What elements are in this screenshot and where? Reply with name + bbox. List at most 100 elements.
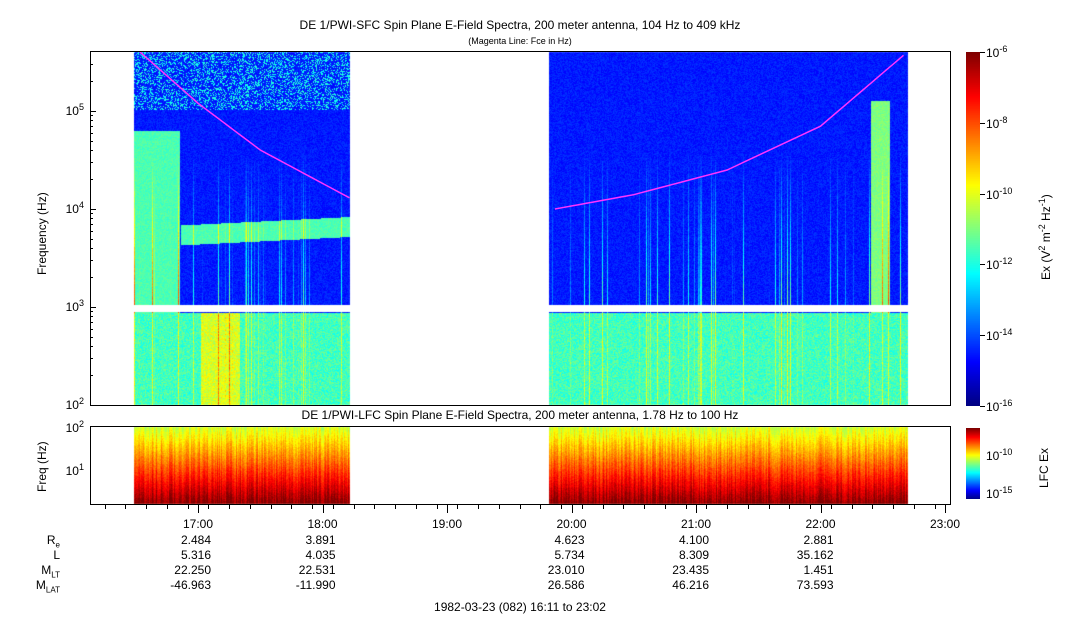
xtick-minor: [166, 505, 168, 509]
colorbar-tick: [980, 335, 985, 337]
ephemeris-value: 2.484: [180, 533, 211, 547]
sfc-minor-tick: [90, 230, 93, 232]
ephemeris-value: 23.435: [672, 563, 709, 577]
xtick-minor: [519, 505, 521, 509]
ephemeris-label: MLAT: [35, 578, 60, 595]
sfc-minor-tick: [90, 149, 93, 151]
xtick-minor: [208, 505, 210, 509]
sfc-subtitle: (Magenta Line: Fce in Hz): [468, 36, 572, 46]
sfc-ylabel: Frequency (Hz): [35, 192, 49, 275]
colorbar-tick: [980, 52, 985, 53]
ephemeris-value: 22.531: [298, 563, 336, 577]
xtick: [571, 505, 573, 513]
xtick-minor: [934, 505, 936, 509]
sfc-minor-tick: [90, 140, 93, 142]
xtick-label: 22:00: [805, 517, 836, 531]
lfc-colorbar-tick-label: 10-10: [986, 447, 1013, 463]
xtick-minor: [851, 505, 853, 509]
colorbar-tick-label: 10-8: [986, 114, 1008, 131]
sfc-spectrogram: [90, 51, 951, 406]
ephemeris-value: 35.162: [796, 548, 834, 562]
xtick-minor: [789, 505, 791, 509]
sfc-minor-tick: [90, 132, 93, 134]
sfc-minor-tick: [90, 277, 93, 279]
xtick-minor: [581, 505, 583, 509]
sfc-minor-tick: [90, 238, 93, 240]
fce-line-segment: [139, 51, 350, 199]
xtick-minor: [810, 505, 812, 509]
lfc-ytick-label: 102: [65, 419, 84, 435]
xtick-minor: [768, 505, 770, 509]
sfc-minor-tick: [90, 316, 93, 318]
ephemeris-value: 2.881: [803, 533, 834, 547]
ephemeris-value: 5.316: [180, 548, 211, 562]
xtick-minor: [436, 505, 438, 509]
xtick-minor: [623, 505, 625, 509]
xtick-label: 21:00: [680, 517, 712, 531]
sfc-minor-tick: [90, 218, 93, 220]
xtick-minor: [229, 505, 231, 509]
sfc-minor-tick: [90, 311, 93, 313]
sfc-minor-tick: [90, 120, 93, 122]
sfc-minor-tick: [90, 247, 93, 249]
colorbar-tick: [980, 193, 985, 195]
xtick-minor: [146, 505, 148, 509]
lfc-title: DE 1/PWI-LFC Spin Plane E-Field Spectra,…: [301, 408, 739, 422]
sfc-minor-tick: [90, 115, 93, 117]
lfc-colorbar-tick-label: 10-15: [986, 485, 1013, 501]
footer-time-range: 1982-03-23 (082) 16:11 to 23:02: [434, 600, 606, 614]
colorbar-tick-label: 10-16: [986, 398, 1013, 414]
sfc-minor-tick: [90, 179, 93, 181]
xtick-minor: [498, 505, 500, 509]
xtick-minor: [249, 505, 251, 509]
sfc-minor-tick: [90, 126, 93, 128]
xtick: [198, 505, 199, 513]
sfc-ytick-label: 104: [65, 200, 84, 216]
sfc-colorbar: [966, 52, 980, 406]
xtick-minor: [291, 505, 293, 509]
xtick-label: 20:00: [556, 517, 587, 531]
ephemeris-value: 23.010: [547, 563, 585, 577]
colorbar-tick: [980, 264, 985, 266]
sfc-title: DE 1/PWI-SFC Spin Plane E-Field Spectra,…: [299, 18, 741, 32]
sfc-minor-tick: [90, 162, 93, 164]
lfc-ytick-label: 101: [65, 462, 84, 479]
xtick-minor: [664, 505, 666, 509]
xtick-minor: [270, 505, 272, 509]
xtick-minor: [685, 505, 687, 509]
lfc-colorbar-label: LFC Ex: [1037, 447, 1051, 488]
fce-line: [139, 51, 904, 210]
xtick-minor: [395, 505, 397, 509]
sfc-ytick-label: 103: [65, 298, 84, 314]
xtick-label: 17:00: [182, 517, 214, 531]
sfc-minor-tick: [90, 224, 93, 226]
ephemeris-value: 26.586: [547, 578, 585, 592]
ephemeris-value: 3.891: [305, 533, 336, 547]
xtick-minor: [727, 505, 729, 509]
xtick: [696, 505, 697, 513]
xtick: [945, 505, 946, 513]
xtick-minor: [415, 505, 417, 509]
lfc-colorbar: [966, 428, 980, 499]
colorbar-tick-label: 10-14: [986, 327, 1013, 344]
lfc-spectrogram: [90, 426, 951, 505]
xtick-minor: [312, 505, 314, 509]
sfc-minor-tick: [90, 345, 93, 347]
sfc-minor-tick: [90, 213, 93, 215]
xtick-minor: [872, 505, 874, 509]
xtick-minor: [830, 505, 832, 509]
ephemeris-value: 22.250: [174, 563, 211, 577]
xtick-label: 23:00: [929, 517, 961, 531]
xtick-minor: [332, 505, 334, 509]
colorbar-tick: [980, 122, 985, 124]
ephemeris-value: 1.451: [803, 563, 834, 577]
lfc-frame: [90, 426, 951, 505]
sfc-ytick: [90, 209, 96, 210]
xtick-minor: [353, 505, 355, 509]
lfc-ylabel: Freq (Hz): [35, 441, 49, 492]
sfc-ytick: [90, 307, 96, 308]
ephemeris-value: 73.593: [796, 578, 834, 592]
ephemeris-value: 5.734: [554, 548, 585, 562]
ephemeris-value: 4.100: [678, 533, 709, 547]
